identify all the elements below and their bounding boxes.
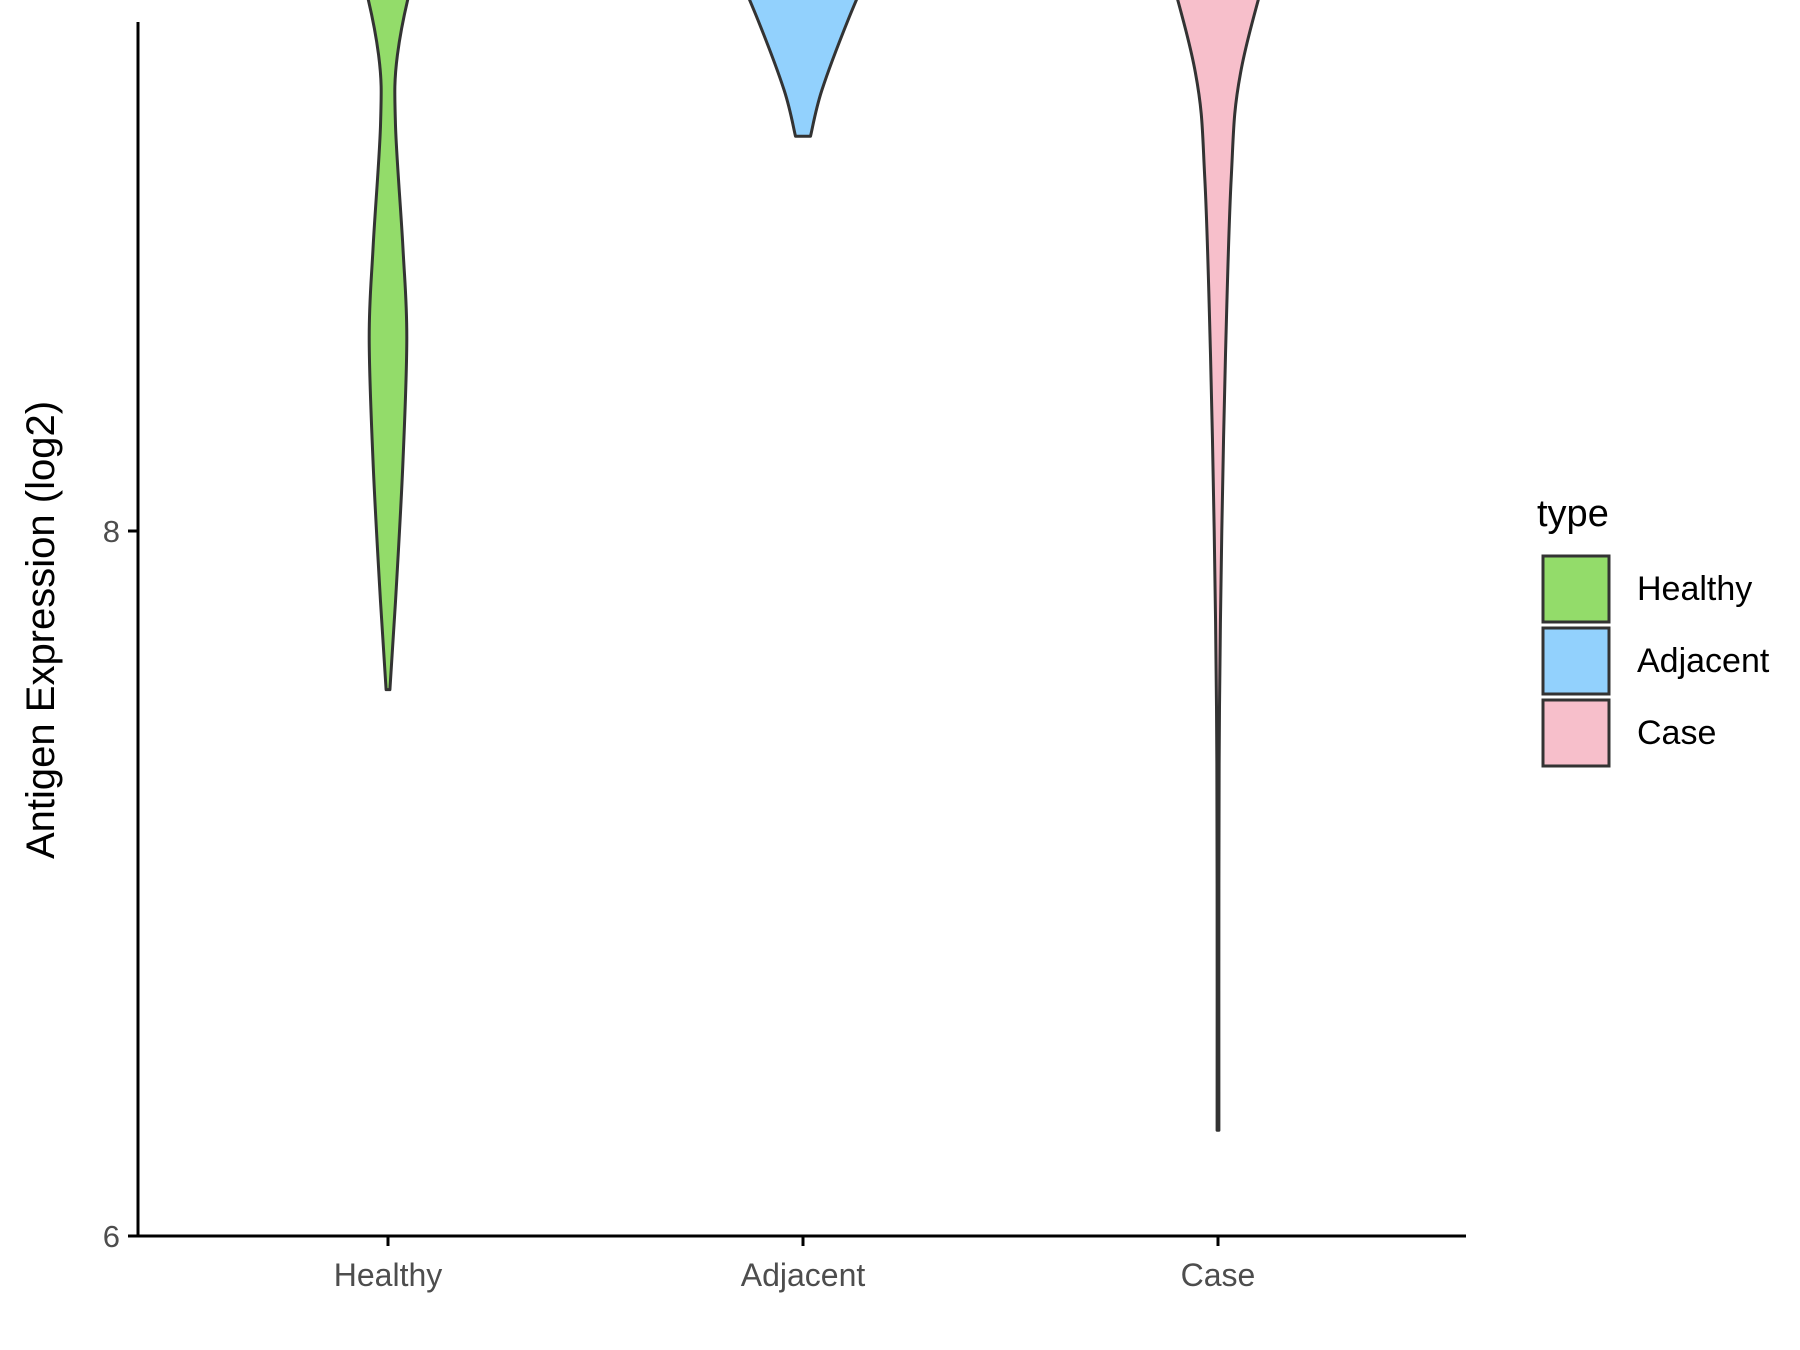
x-tick-label: Adjacent [741, 1257, 866, 1293]
violin-adjacent [748, 0, 858, 138]
legend-label: Adjacent [1637, 642, 1770, 680]
violin-healthy [366, 0, 410, 692]
x-tick-label: Healthy [334, 1257, 443, 1293]
y-tick-label: 8 [103, 514, 120, 549]
legend-label: Case [1637, 714, 1716, 752]
legend-key-case [1541, 698, 1611, 768]
legend: type Healthy Adjacent Case [1537, 493, 1770, 768]
violin-layer [366, 0, 1260, 1132]
legend-key-healthy [1541, 554, 1611, 624]
y-axis-title: Antigen Expression (log2) [19, 401, 63, 859]
legend-title: type [1537, 493, 1609, 535]
legend-label: Healthy [1637, 570, 1752, 608]
x-axis-ticks: Healthy Adjacent Case [334, 1236, 1256, 1293]
legend-key-adjacent [1541, 626, 1611, 696]
y-axis-ticks: 681012 [103, 514, 138, 1254]
violin-case [1176, 0, 1260, 1132]
y-tick-label: 6 [103, 1219, 120, 1254]
x-tick-label: Case [1181, 1257, 1256, 1293]
